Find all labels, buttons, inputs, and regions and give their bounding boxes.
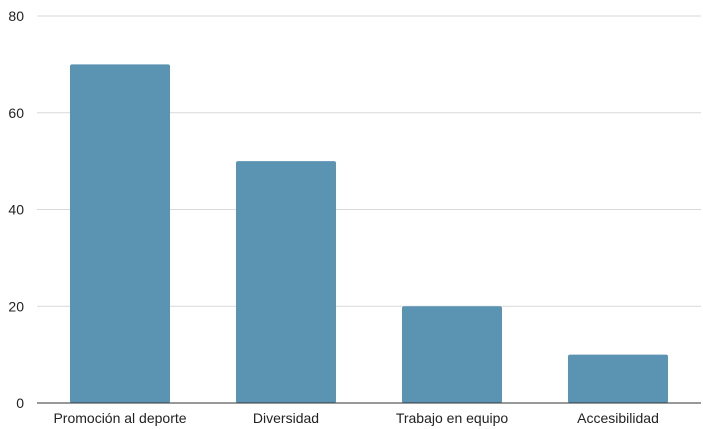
y-tick-label: 0 — [16, 395, 24, 411]
x-category-label: Promoción al deporte — [53, 410, 186, 426]
bar-1 — [236, 161, 336, 403]
x-category-label: Diversidad — [253, 410, 319, 426]
x-category-label: Accesibilidad — [577, 410, 659, 426]
x-category-label: Trabajo en equipo — [396, 410, 509, 426]
bar-0 — [70, 64, 170, 403]
y-tick-label: 80 — [8, 8, 24, 24]
x-axis-labels: Promoción al deporte Diversidad Trabajo en… — [53, 410, 658, 426]
bar-3 — [568, 355, 668, 403]
bars — [70, 64, 668, 403]
y-tick-label: 40 — [8, 202, 24, 218]
y-axis-ticks: 0 20 40 60 80 — [8, 8, 24, 411]
bar-2 — [402, 306, 502, 403]
y-tick-label: 60 — [8, 105, 24, 121]
y-tick-label: 20 — [8, 298, 24, 314]
